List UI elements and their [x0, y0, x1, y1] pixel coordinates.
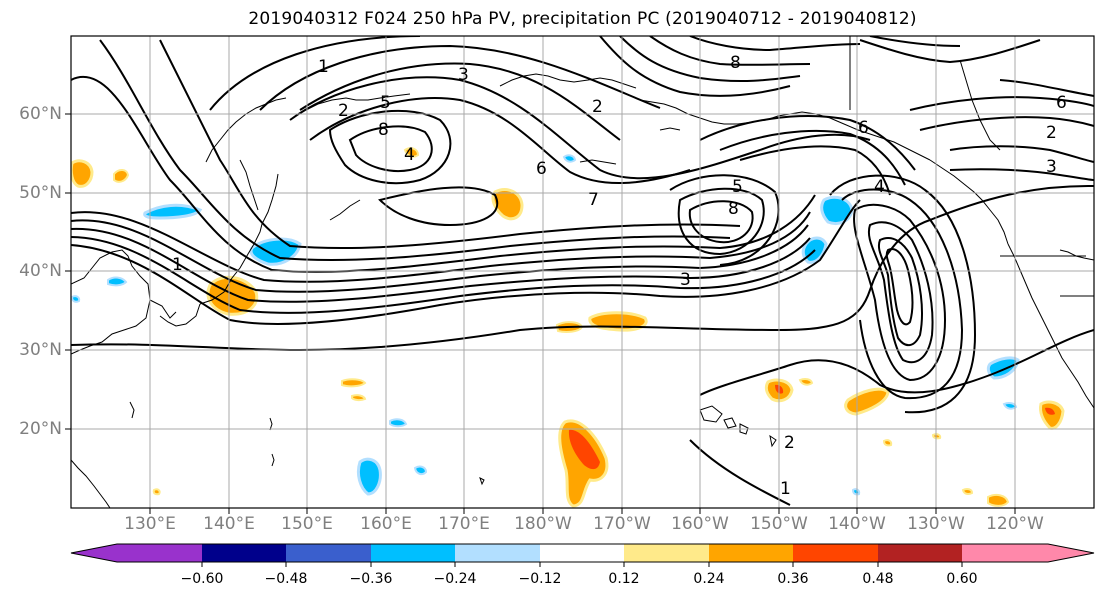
contour-label: 8 — [728, 199, 739, 219]
contour-label: 2 — [1046, 123, 1057, 143]
lon-label: 170°W — [593, 514, 651, 534]
lon-label: 160°E — [360, 514, 412, 534]
contour-label: 5 — [380, 93, 391, 113]
colorbar-segment — [793, 544, 878, 562]
colorbar-segment — [962, 544, 1048, 562]
contour-label: 3 — [680, 270, 691, 290]
colorbar-segment — [455, 544, 540, 562]
contour-label: 3 — [1046, 157, 1057, 177]
colorbar-extend-low — [71, 544, 117, 562]
colorbar-tick-label: −0.24 — [433, 571, 477, 587]
colorbar-segment — [540, 544, 625, 562]
contour-label: 8 — [730, 53, 741, 73]
axis-ticks — [65, 113, 1016, 514]
colorbar-segment — [624, 544, 709, 562]
colorbar-tick-label: 0.36 — [777, 571, 809, 587]
map-title: 2019040312 F024 250 hPa PV, precipitatio… — [248, 9, 917, 29]
contour-label: 8 — [378, 120, 389, 140]
contour-label: 4 — [874, 177, 885, 197]
colorbar-tick-label: 0.12 — [608, 571, 640, 587]
lon-label: 150°E — [281, 514, 333, 534]
contour-label: 1 — [172, 255, 183, 275]
contour-labels: 1 2 3 4 5 6 7 8 1 3 2 6 5 8 4 8 6 2 3 1 … — [172, 53, 1067, 499]
lon-label: 150°W — [750, 514, 808, 534]
colorbar-tick-label: −0.48 — [264, 571, 308, 587]
lat-label: 30°N — [19, 340, 62, 360]
lon-label: 140°W — [828, 514, 886, 534]
graticule — [71, 36, 1094, 508]
colorbar-segment — [371, 544, 456, 562]
colorbar-tick-label: 0.24 — [693, 571, 725, 587]
contour-label: 5 — [732, 177, 743, 197]
contour-label: 2 — [338, 101, 349, 121]
contour-label: 6 — [1056, 93, 1067, 113]
colorbar-tick-label: −0.36 — [349, 571, 393, 587]
colorbar-tick-label: −0.60 — [180, 571, 224, 587]
lon-label: 180°W — [514, 514, 572, 534]
colorbar-segment — [117, 544, 202, 562]
lon-label: 130°W — [907, 514, 965, 534]
lon-label: 130°E — [124, 514, 176, 534]
lat-label: 60°N — [19, 104, 62, 124]
contour-label: 7 — [588, 190, 599, 210]
coastlines — [71, 36, 1094, 508]
contour-label: 6 — [858, 118, 869, 138]
colorbar-extend-high — [1048, 544, 1094, 562]
precip-positive-areas — [71, 147, 1065, 508]
colorbar-segment — [202, 544, 287, 562]
colorbar-segment — [286, 544, 371, 562]
colorbar — [70, 543, 1095, 567]
colorbar-tick-label: 0.48 — [862, 571, 894, 587]
colorbar-segment — [878, 544, 963, 562]
lat-label: 20°N — [19, 419, 62, 439]
lon-label: 170°E — [438, 514, 490, 534]
lon-label: 120°W — [986, 514, 1044, 534]
colorbar-segment — [709, 544, 794, 562]
lon-label: 140°E — [203, 514, 255, 534]
colorbar-outline — [70, 543, 1095, 563]
contour-label: 2 — [592, 97, 603, 117]
contour-label: 1 — [780, 479, 791, 499]
map-frame — [70, 35, 1095, 509]
lat-label: 50°N — [19, 183, 62, 203]
contour-label: 1 — [318, 57, 329, 77]
lat-label: 40°N — [19, 261, 62, 281]
colorbar-tick-label: −0.12 — [518, 571, 562, 587]
contour-label: 6 — [536, 159, 547, 179]
contour-label: 3 — [458, 65, 469, 85]
lon-label: 160°W — [671, 514, 729, 534]
contour-label: 4 — [404, 145, 415, 165]
islands — [129, 127, 777, 486]
colorbar-tick-label: 0.60 — [946, 571, 978, 587]
contour-label: 2 — [784, 433, 795, 453]
